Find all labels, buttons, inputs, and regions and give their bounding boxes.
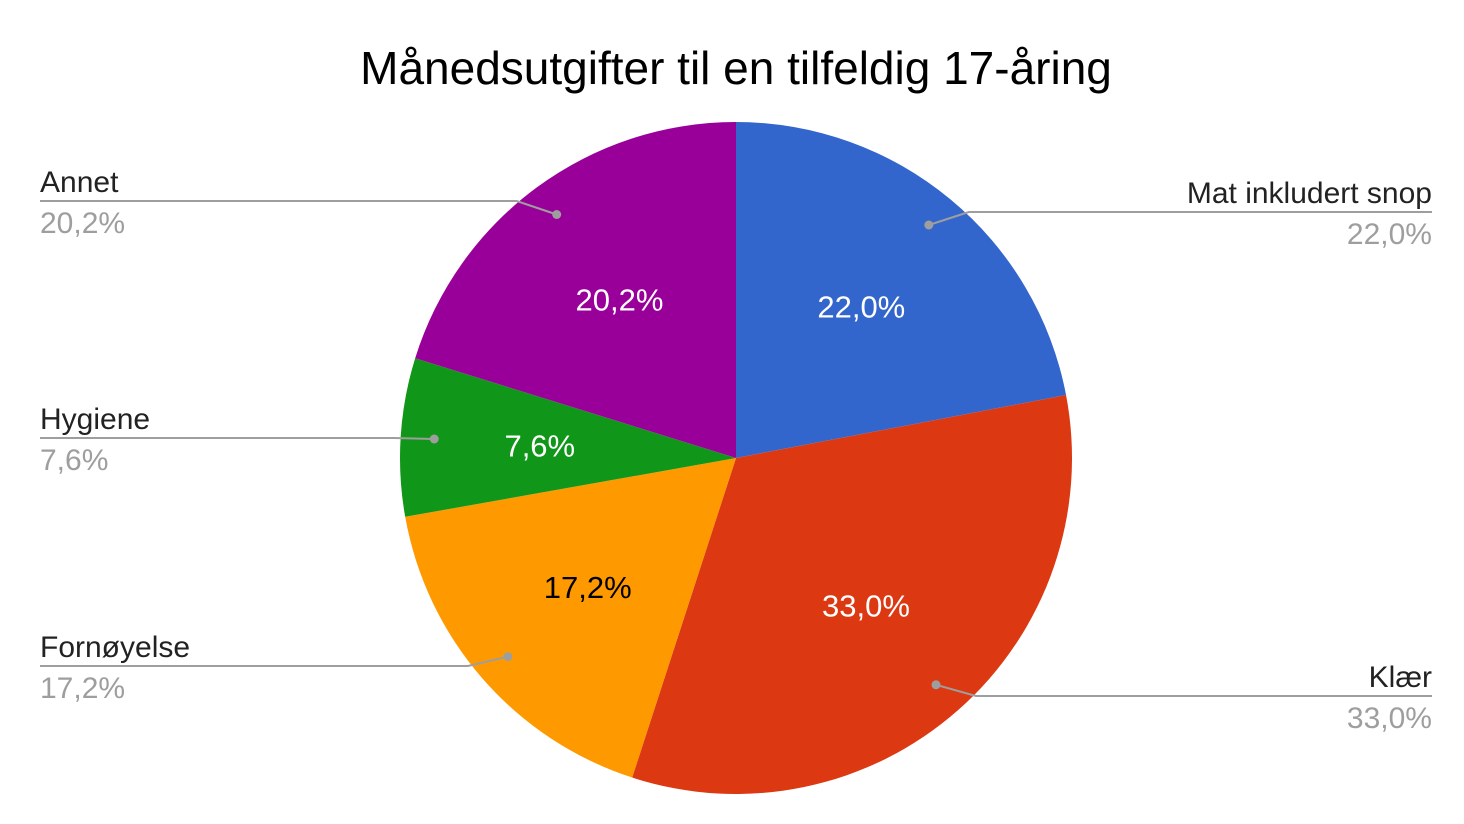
legend-entry-annet: Annet 20,2%	[40, 166, 562, 240]
legend-name-annet: Annet	[40, 166, 119, 199]
legend-entry-klaer: Klær 33,0%	[931, 661, 1432, 735]
leader-line-mat-inkludert-snop	[928, 211, 1432, 226]
pie-slices	[400, 122, 1073, 794]
legend-name-mat-inkludert-snop: Mat inkludert snop	[1187, 177, 1432, 210]
slice-label-hygiene: 7,6%	[504, 429, 575, 464]
pie-slice-labels: 22,0% 33,0% 17,2% 7,6% 20,2%	[504, 283, 909, 624]
legend-entry-mat-inkludert-snop: Mat inkludert snop 22,0%	[924, 177, 1432, 251]
legend-value-fornoyelse: 17,2%	[40, 672, 125, 705]
legend-value-klaer: 33,0%	[1347, 702, 1432, 735]
pie-slice-hygiene	[400, 358, 736, 517]
leader-dot-klaer	[931, 680, 941, 690]
slice-label-klaer: 33,0%	[822, 588, 910, 623]
legend-value-hygiene: 7,6%	[40, 444, 108, 477]
leader-line-annet	[40, 200, 558, 216]
leader-dot-hygiene	[429, 434, 439, 444]
chart-title: Månedsutgifter til en tilfeldig 17-åring	[360, 42, 1112, 94]
legend-entry-hygiene: Hygiene 7,6%	[40, 403, 439, 477]
pie-legend: Mat inkludert snop 22,0% Klær 33,0% Fornøyel…	[40, 166, 1432, 735]
pie-slice-annet	[415, 122, 736, 458]
leader-line-hygiene	[40, 437, 435, 440]
leader-line-fornoyelse	[40, 655, 509, 667]
pie-slice-klaer	[632, 395, 1073, 794]
legend-name-klaer: Klær	[1369, 661, 1432, 694]
slice-label-mat-inkludert-snop: 22,0%	[817, 290, 905, 325]
legend-entry-fornoyelse: Fornøyelse 17,2%	[40, 631, 513, 705]
leader-dot-mat-inkludert-snop	[924, 220, 934, 230]
legend-value-mat-inkludert-snop: 22,0%	[1347, 218, 1432, 251]
pie-slice-fornoyelse	[405, 458, 736, 778]
pie-slice-mat-inkludert-snop	[736, 122, 1067, 458]
leader-dot-annet	[552, 210, 562, 219]
slice-label-fornoyelse: 17,2%	[544, 570, 632, 605]
slice-label-annet: 20,2%	[576, 283, 664, 318]
legend-name-fornoyelse: Fornøyelse	[40, 631, 190, 664]
legend-name-hygiene: Hygiene	[40, 403, 150, 436]
legend-value-annet: 20,2%	[40, 207, 125, 240]
leader-dot-fornoyelse	[503, 652, 513, 662]
leader-line-klaer	[935, 683, 1432, 697]
